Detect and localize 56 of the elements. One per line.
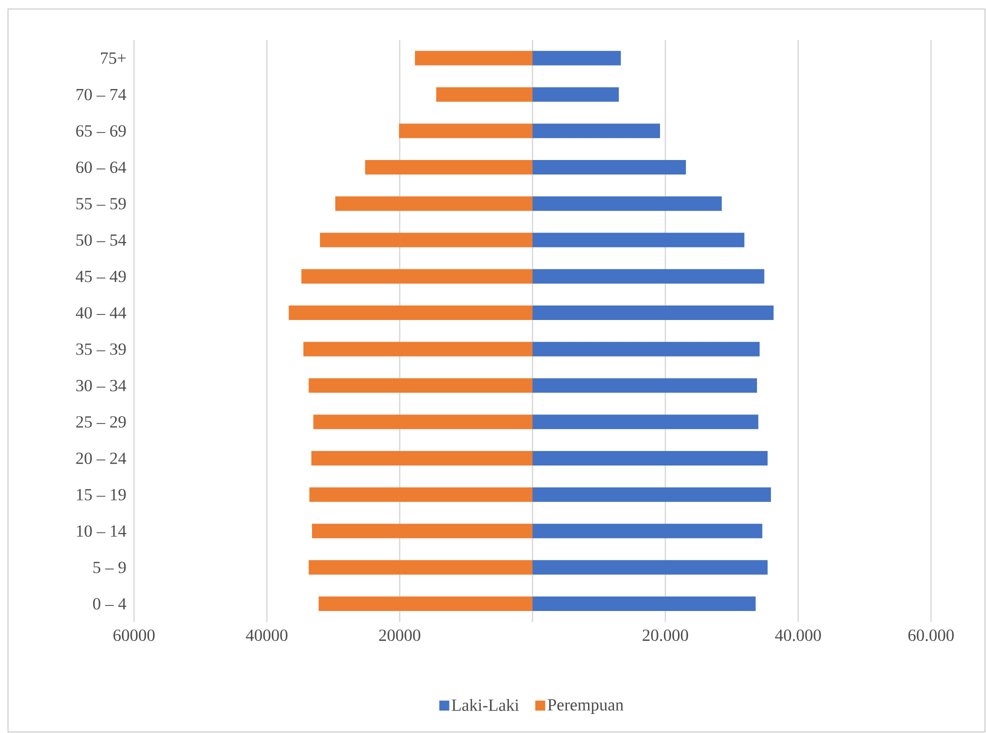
- bar: [532, 524, 762, 538]
- x-tick-label: 60.000: [908, 630, 954, 642]
- y-tick-label: 75+: [101, 52, 126, 64]
- legend-label: Perempuan: [548, 699, 624, 714]
- y-tick-label: 20 – 24: [76, 452, 126, 464]
- bar: [532, 232, 744, 248]
- bar: [532, 596, 756, 612]
- bar: [532, 50, 621, 66]
- y-tick-label: 0 – 4: [93, 598, 126, 610]
- bar: [312, 524, 533, 538]
- bar: [308, 560, 533, 575]
- y-tick-label: 40 – 44: [76, 307, 126, 319]
- bar: [414, 50, 533, 66]
- legend-label: Laki-Laki: [452, 698, 519, 711]
- bar: [532, 306, 774, 320]
- y-tick-label: 45 – 49: [76, 270, 126, 282]
- bar: [303, 342, 533, 356]
- x-tick-label: 40.000: [775, 630, 821, 642]
- y-tick-label: 35 – 39: [76, 343, 126, 355]
- bar: [532, 124, 660, 138]
- bar: [365, 160, 533, 175]
- bar: [532, 451, 768, 466]
- y-tick-label: 30 – 34: [76, 380, 126, 392]
- y-tick-label: 5 – 9: [93, 562, 126, 574]
- bar: [288, 306, 533, 320]
- bar: [532, 487, 771, 502]
- bar: [532, 378, 757, 393]
- bar: [320, 232, 533, 248]
- bar: [301, 269, 533, 284]
- y-tick-label: 10 – 14: [76, 525, 126, 537]
- x-tick-label: 40000: [246, 630, 288, 642]
- y-tick-label: 55 – 59: [76, 198, 126, 210]
- bar: [532, 560, 768, 575]
- bar: [532, 160, 686, 175]
- bar: [399, 124, 533, 138]
- bar: [532, 196, 722, 211]
- bar: [532, 269, 764, 284]
- y-tick-label: 60 – 64: [76, 162, 126, 174]
- y-tick-label: 15 – 19: [76, 488, 126, 500]
- x-tick-label: 20.000: [642, 630, 688, 642]
- bar: [308, 378, 533, 393]
- bar: [313, 414, 533, 430]
- y-tick-label: 25 – 29: [76, 416, 126, 428]
- y-tick-label: 70 – 74: [76, 88, 126, 100]
- x-tick-label: 20000: [379, 630, 420, 642]
- y-tick-label: 50 – 54: [76, 234, 126, 246]
- bar: [436, 87, 533, 102]
- bar: [318, 596, 533, 612]
- y-tick-label: 65 – 69: [76, 125, 126, 137]
- bar: [309, 487, 533, 502]
- bar: [532, 87, 619, 102]
- bar: [335, 196, 533, 211]
- bar: [532, 414, 758, 430]
- bar: [311, 451, 533, 466]
- x-tick-label: 60000: [113, 630, 155, 642]
- bar: [532, 342, 760, 356]
